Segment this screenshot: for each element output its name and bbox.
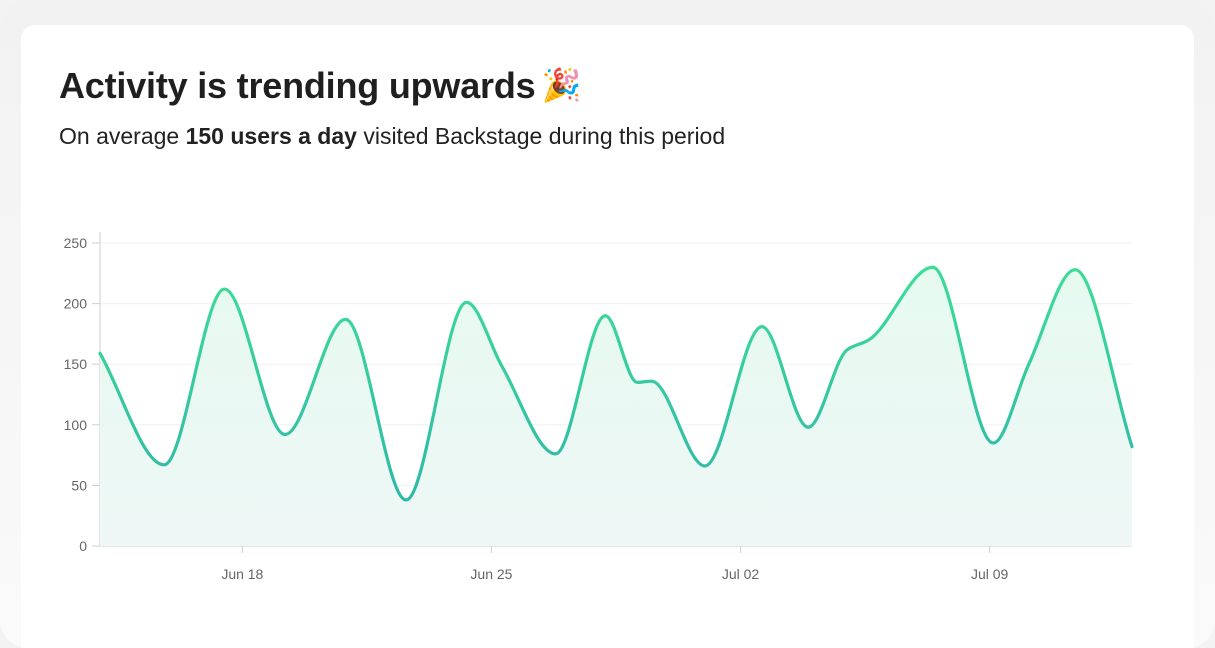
x-tick-label: Jul 09 (971, 566, 1009, 582)
x-tick-label: Jun 25 (470, 566, 512, 582)
y-tick-label: 50 (71, 477, 87, 493)
y-tick-label: 100 (64, 417, 88, 433)
subtitle-suffix: visited Backstage during this period (356, 123, 726, 149)
y-tick-label: 200 (64, 296, 88, 312)
area-fill (100, 267, 1132, 546)
x-tick-label: Jun 18 (221, 566, 263, 582)
y-tick-label: 0 (79, 538, 87, 554)
title-text: Activity is trending upwards (59, 65, 536, 106)
card-title: Activity is trending upwards 🎉 (59, 65, 581, 107)
party-popper-icon: 🎉 (541, 67, 582, 103)
subtitle-prefix: On average (59, 123, 186, 149)
subtitle-highlight: 150 users a day (185, 123, 357, 149)
x-tick-label: Jul 02 (722, 566, 760, 582)
y-tick-label: 150 (64, 356, 88, 372)
card-subtitle: On average 150 users a day visited Backs… (59, 123, 725, 150)
series-activity (98, 265, 1134, 546)
tick-labels: 0 50 100 150 200 250 Jun 18 Jun 25 Jul 02 Jul 09 (64, 235, 1009, 582)
series-line (98, 265, 1134, 502)
y-tick-label: 250 (64, 235, 88, 251)
